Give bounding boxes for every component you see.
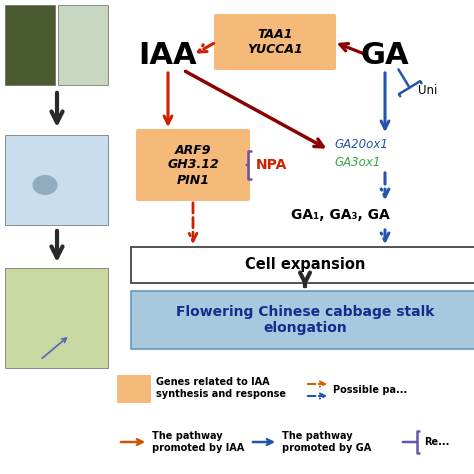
Text: TAA1
YUCCA1: TAA1 YUCCA1 <box>247 28 303 56</box>
Text: ARF9
GH3.12
PIN1: ARF9 GH3.12 PIN1 <box>167 144 219 186</box>
Text: Genes related to IAA
synthesis and response: Genes related to IAA synthesis and respo… <box>156 377 286 399</box>
Bar <box>5 5 55 85</box>
Bar <box>58 5 108 85</box>
Ellipse shape <box>33 175 57 195</box>
Text: GA: GA <box>361 40 410 70</box>
Bar <box>5 268 108 368</box>
Bar <box>131 247 474 283</box>
Text: The pathway
promoted by GA: The pathway promoted by GA <box>282 431 371 453</box>
Text: Cell expansion: Cell expansion <box>245 257 365 273</box>
FancyBboxPatch shape <box>136 129 250 201</box>
Text: Uni: Uni <box>418 83 438 97</box>
Text: GA20ox1: GA20ox1 <box>334 138 388 152</box>
Text: IAA: IAA <box>139 40 197 70</box>
Text: GA₁, GA₃, GA: GA₁, GA₃, GA <box>291 208 389 222</box>
Text: Re...: Re... <box>424 437 449 447</box>
FancyBboxPatch shape <box>214 14 336 70</box>
Bar <box>131 291 474 349</box>
FancyBboxPatch shape <box>117 375 151 403</box>
Text: Possible pa...: Possible pa... <box>333 385 407 395</box>
Bar <box>5 135 108 225</box>
Text: NPA: NPA <box>256 158 287 172</box>
Text: Flowering Chinese cabbage stalk
elongation: Flowering Chinese cabbage stalk elongati… <box>176 305 434 335</box>
Text: The pathway
promoted by IAA: The pathway promoted by IAA <box>152 431 244 453</box>
Text: GA3ox1: GA3ox1 <box>334 156 380 170</box>
